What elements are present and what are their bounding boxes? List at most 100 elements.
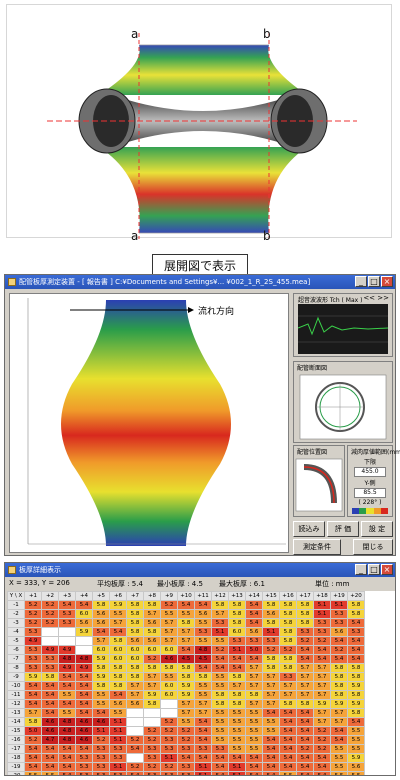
thickness-cell[interactable]: 6.0 [126, 654, 144, 664]
thickness-cell[interactable]: 5.5 [330, 762, 348, 772]
thickness-cell[interactable]: 5.5 [211, 726, 229, 736]
thickness-cell[interactable]: 5.6 [92, 609, 110, 619]
thickness-cell[interactable]: 5.9 [92, 654, 110, 664]
thickness-cell[interactable]: 5.4 [41, 753, 59, 763]
thickness-cell[interactable]: 5.3 [296, 627, 314, 637]
thickness-cell[interactable]: 5.3 [109, 771, 127, 775]
thickness-cell[interactable]: 5.3 [143, 771, 161, 775]
thickness-cell[interactable]: 6.0 [75, 609, 93, 619]
thickness-cell[interactable]: 5.3 [330, 609, 348, 619]
thickness-cell[interactable]: 5.4 [41, 762, 59, 772]
thickness-cell[interactable]: 5.4 [245, 654, 263, 664]
thickness-cell[interactable]: 5.2 [160, 762, 178, 772]
thickness-cell[interactable]: 5.3 [177, 771, 195, 775]
thickness-cell[interactable]: 5.8 [279, 609, 297, 619]
thickness-cell[interactable]: 5.7 [279, 690, 297, 700]
thickness-cell[interactable]: 5.8 [92, 600, 110, 610]
thickness-cell[interactable]: 5.8 [347, 690, 365, 700]
thickness-cell[interactable]: 5.6 [143, 636, 161, 646]
thickness-cell[interactable]: 5.7 [109, 618, 127, 628]
thickness-cell[interactable]: 5.5 [330, 744, 348, 754]
thickness-cell[interactable]: 5.1 [211, 627, 229, 637]
thickness-cell[interactable]: 5.7 [92, 636, 110, 646]
thickness-cell[interactable]: 4.6 [75, 717, 93, 727]
thickness-cell[interactable]: 5.4 [347, 618, 365, 628]
thickness-cell[interactable]: 5.7 [262, 672, 280, 682]
thickness-cell[interactable]: 5.1 [313, 600, 331, 610]
thickness-cell[interactable]: 5.2 [313, 726, 331, 736]
thickness-cell[interactable]: 5.3 [279, 672, 297, 682]
thickness-cell[interactable]: 5.3 [313, 618, 331, 628]
thickness-cell[interactable]: 5.3 [177, 762, 195, 772]
thickness-cell[interactable]: 5.1 [109, 762, 127, 772]
thickness-cell[interactable]: 5.5 [262, 726, 280, 736]
thickness-cell[interactable]: 5.4 [75, 708, 93, 718]
thickness-cell[interactable]: 5.4 [58, 771, 76, 775]
thickness-cell[interactable]: 5.6 [245, 627, 263, 637]
thickness-cell[interactable]: 5.7 [296, 663, 314, 673]
thickness-cell[interactable]: 5.8 [296, 609, 314, 619]
thickness-cell[interactable]: 5.4 [330, 636, 348, 646]
thickness-cell[interactable]: 5.4 [279, 717, 297, 727]
thickness-cell[interactable]: 5.7 [245, 681, 263, 691]
thickness-cell[interactable]: 5.7 [24, 708, 42, 718]
thickness-cell[interactable]: 4.6 [41, 717, 59, 727]
thickness-cell[interactable]: 5.7 [313, 690, 331, 700]
thickness-cell[interactable]: 5.4 [296, 735, 314, 745]
thickness-cell[interactable]: 5.5 [194, 690, 212, 700]
thickness-cell[interactable]: 4.9 [58, 663, 76, 673]
thickness-cell[interactable]: 5.8 [330, 663, 348, 673]
thickness-cell[interactable]: 6.0 [143, 645, 161, 655]
thickness-cell[interactable]: 5.4 [313, 645, 331, 655]
thickness-cell[interactable]: 5.5 [228, 735, 246, 745]
thickness-cell[interactable]: 5.6 [347, 762, 365, 772]
thickness-cell[interactable]: 5.4 [347, 717, 365, 727]
thickness-cell[interactable]: 5.4 [58, 600, 76, 610]
thickness-cell[interactable]: 5.3 [211, 618, 229, 628]
thickness-cell[interactable]: 5.2 [143, 762, 161, 772]
thickness-cell[interactable]: 5.7 [228, 681, 246, 691]
thickness-cell[interactable]: 5.4 [194, 753, 212, 763]
thickness-cell[interactable]: 5.9 [109, 600, 127, 610]
thickness-cell[interactable]: 5.4 [245, 771, 263, 775]
thickness-cell[interactable]: 5.6 [126, 699, 144, 709]
thickness-cell[interactable]: 5.7 [330, 708, 348, 718]
thickness-cell[interactable]: 5.4 [194, 717, 212, 727]
thickness-cell[interactable]: 5.3 [58, 609, 76, 619]
thickness-cell[interactable]: 5.7 [177, 699, 195, 709]
thickness-cell[interactable]: 5.4 [262, 762, 280, 772]
thickness-cell[interactable]: 5.1 [262, 627, 280, 637]
thickness-cell[interactable]: 5.4 [262, 708, 280, 718]
thickness-cell[interactable]: 5.4 [58, 762, 76, 772]
thickness-cell[interactable]: 5.7 [160, 618, 178, 628]
thickness-cell[interactable]: 5.9 [92, 672, 110, 682]
thickness-cell[interactable]: 5.2 [313, 744, 331, 754]
thickness-cell[interactable]: 5.7 [177, 636, 195, 646]
thickness-cell[interactable]: 4.7 [41, 735, 59, 745]
thickness-cell[interactable]: 5.7 [245, 699, 263, 709]
thickness-cell[interactable]: 5.4 [296, 762, 314, 772]
thickness-cell[interactable]: 4.8 [75, 654, 93, 664]
thickness-cell[interactable]: 5.5 [109, 609, 127, 619]
settings-button[interactable]: 設 定 [361, 521, 393, 537]
thickness-cell[interactable]: 5.8 [126, 663, 144, 673]
thickness-cell[interactable]: 5.4 [313, 654, 331, 664]
thickness-cell[interactable]: 5.5 [211, 681, 229, 691]
thickness-cell[interactable]: 5.4 [330, 735, 348, 745]
thickness-cell[interactable]: 5.3 [347, 627, 365, 637]
thickness-cell[interactable]: 5.1 [228, 771, 246, 775]
thickness-cell[interactable]: 4.6 [75, 726, 93, 736]
thickness-cell[interactable]: 4.6 [41, 726, 59, 736]
waveform-nav-buttons[interactable]: << >> [363, 294, 389, 302]
thickness-cell[interactable]: 5.8 [143, 627, 161, 637]
thickness-cell[interactable]: 5.4 [126, 744, 144, 754]
thickness-cell[interactable]: 5.4 [211, 654, 229, 664]
thickness-cell[interactable] [41, 636, 59, 646]
thickness-cell[interactable]: 5.7 [313, 663, 331, 673]
thickness-cell[interactable]: 5.3 [24, 645, 42, 655]
thickness-cell[interactable]: 5.5 [194, 636, 212, 646]
thickness-cell[interactable]: 5.8 [109, 663, 127, 673]
thickness-cell[interactable]: 5.4 [92, 627, 110, 637]
thickness-cell[interactable]: 5.8 [228, 690, 246, 700]
thickness-cell[interactable]: 5.8 [109, 636, 127, 646]
